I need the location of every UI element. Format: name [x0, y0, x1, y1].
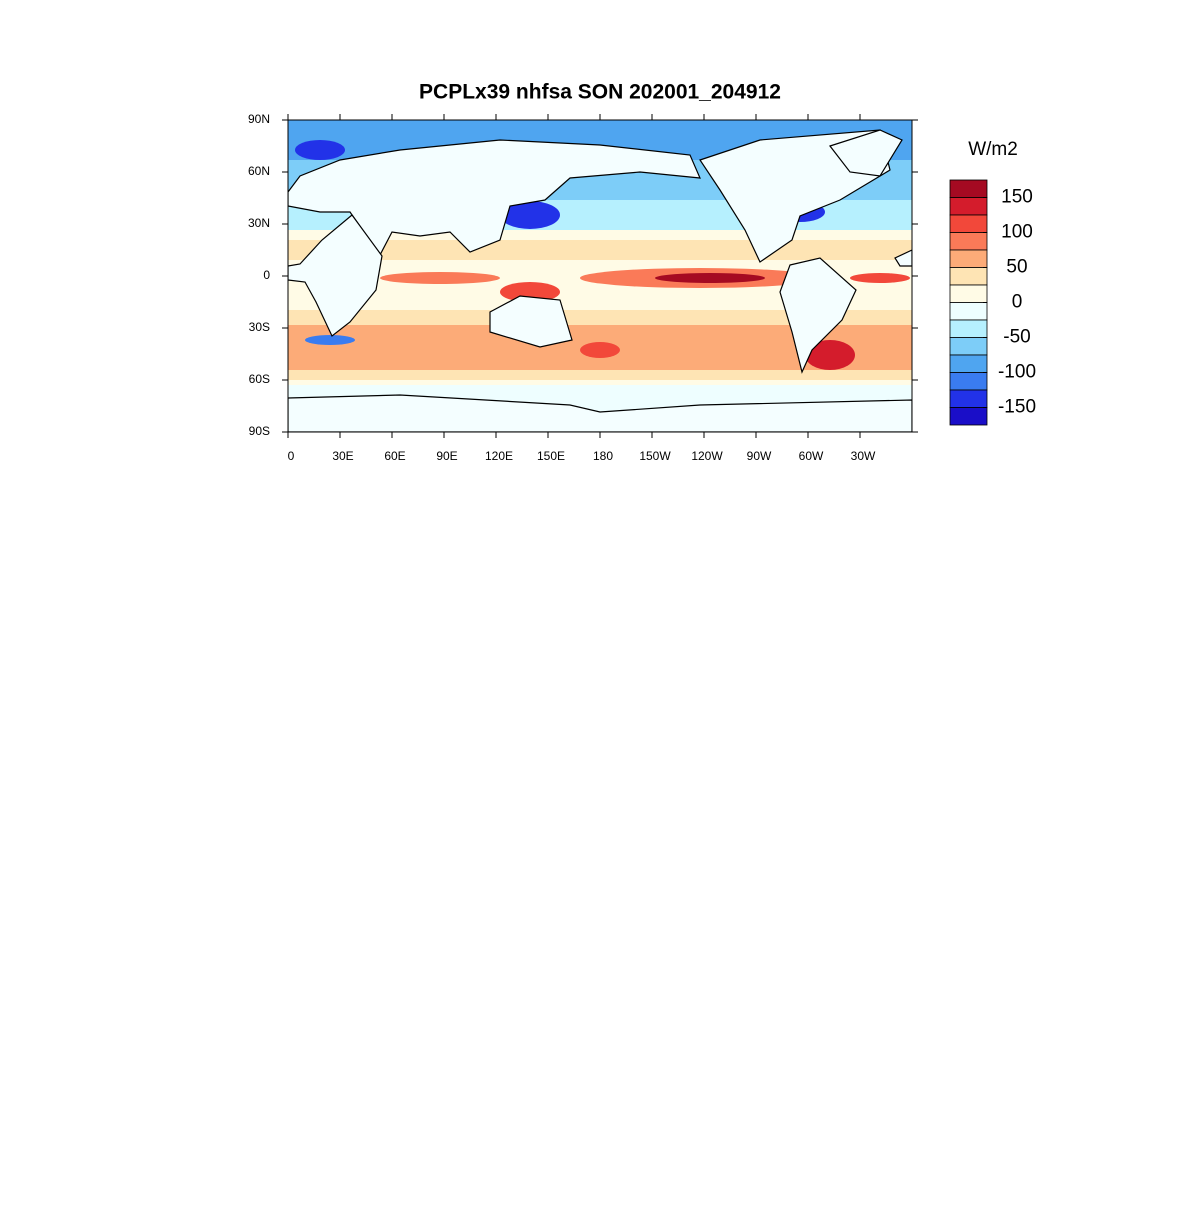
colorbar-box	[949, 389, 988, 408]
map-title: PCPLx39 nhfsa SON 202001_204912	[419, 81, 781, 104]
lon-label: 90W	[747, 449, 772, 463]
lat-label: 30N	[248, 216, 270, 230]
colorbar-label: 50	[1006, 257, 1027, 278]
colorbar-box	[949, 267, 988, 286]
lon-label: 0	[288, 449, 295, 463]
colorbar-label: -100	[998, 362, 1036, 383]
lon-label: 90E	[436, 449, 457, 463]
lon-label: 60W	[799, 449, 824, 463]
colorbar-title: W/m2	[968, 139, 1018, 160]
colorbar-box	[949, 197, 988, 216]
lon-label: 150E	[537, 449, 565, 463]
lat-label: 90S	[249, 424, 270, 438]
colorbar-label: -50	[1003, 327, 1030, 348]
colorbar-label: -150	[998, 397, 1036, 418]
lon-label: 120W	[691, 449, 723, 463]
colorbar-box	[949, 179, 988, 198]
lon-label: 150W	[639, 449, 671, 463]
colorbar-box	[949, 214, 988, 233]
colorbar-box	[949, 284, 988, 303]
colorbar-label: 0	[1012, 292, 1023, 313]
colorbar-box	[949, 407, 988, 426]
colorbar-box	[949, 232, 988, 251]
colorbar-label: 100	[1001, 222, 1033, 243]
colorbar-box	[949, 249, 988, 268]
lon-label: 120E	[485, 449, 513, 463]
colorbar-box	[949, 302, 988, 321]
lat-label: 60N	[248, 164, 270, 178]
colorbar-box	[949, 337, 988, 356]
lat-label: 30S	[249, 320, 270, 334]
lat-label: 60S	[249, 372, 270, 386]
lat-label: 0	[263, 268, 270, 282]
colorbar-box	[949, 354, 988, 373]
lon-label: 30E	[332, 449, 353, 463]
lon-label: 60E	[384, 449, 405, 463]
lon-label: 30W	[851, 449, 876, 463]
colorbar-box	[949, 319, 988, 338]
colorbar-label: 150	[1001, 187, 1033, 208]
lat-label: 90N	[248, 112, 270, 126]
map-field	[288, 120, 912, 432]
colorbar-box	[949, 372, 988, 391]
lon-label: 180	[593, 449, 613, 463]
